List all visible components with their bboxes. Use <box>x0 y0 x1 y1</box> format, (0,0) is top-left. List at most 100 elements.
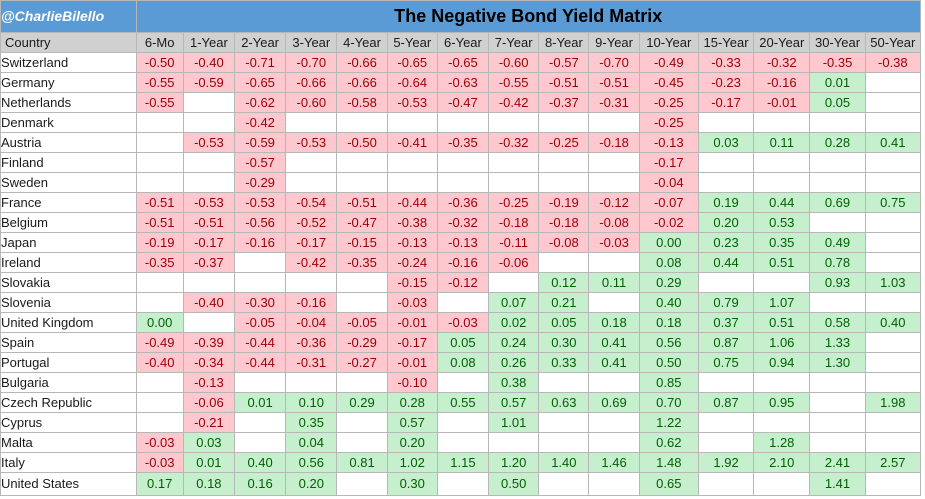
table-title: The Negative Bond Yield Matrix <box>135 0 922 33</box>
negative-yield-cell: -0.32 <box>753 52 811 73</box>
negative-yield-cell: -0.32 <box>436 212 490 233</box>
empty-cell <box>538 372 590 393</box>
empty-cell <box>436 432 490 453</box>
empty-cell <box>809 112 866 133</box>
empty-cell <box>538 152 590 173</box>
table-row: Slovakia -0.15 -0.12 0.12 0.11 0.29 0.93 1.03 <box>0 272 922 293</box>
column-header-20-year: 20-Year <box>753 32 811 53</box>
positive-yield-cell: 0.65 <box>638 472 699 496</box>
empty-cell <box>864 232 922 253</box>
empty-cell <box>697 152 755 173</box>
empty-cell <box>436 292 490 313</box>
negative-yield-cell: -0.17 <box>638 152 699 173</box>
empty-cell <box>809 172 866 193</box>
empty-cell <box>809 212 866 233</box>
column-header-15-year: 15-Year <box>697 32 755 53</box>
positive-yield-cell: 1.20 <box>488 452 540 473</box>
table-row: Sweden -0.29 -0.04 <box>0 172 922 193</box>
negative-yield-cell: -0.17 <box>285 232 338 253</box>
negative-yield-cell: -0.13 <box>638 132 699 153</box>
empty-cell <box>864 352 922 373</box>
positive-yield-cell: 0.44 <box>697 252 755 273</box>
empty-cell <box>233 412 287 433</box>
positive-yield-cell: 0.30 <box>538 332 590 353</box>
positive-yield-cell: 1.33 <box>809 332 866 353</box>
empty-cell <box>864 372 922 393</box>
country-label: United Kingdom <box>0 312 137 333</box>
negative-yield-cell: -0.03 <box>135 452 184 473</box>
empty-cell <box>488 432 540 453</box>
negative-yield-cell: -0.10 <box>386 372 438 393</box>
empty-cell <box>135 372 184 393</box>
table-row: United States 0.17 0.18 0.16 0.20 0.30 0.50 0.6… <box>0 472 922 496</box>
negative-yield-cell: -0.05 <box>336 312 388 333</box>
negative-yield-cell: -0.23 <box>697 72 755 93</box>
empty-cell <box>588 472 640 496</box>
negative-yield-cell: -0.21 <box>182 412 236 433</box>
negative-yield-cell: -0.18 <box>538 212 590 233</box>
empty-cell <box>753 172 811 193</box>
empty-cell <box>336 432 388 453</box>
empty-cell <box>588 372 640 393</box>
negative-yield-cell: -0.25 <box>638 112 699 133</box>
table-row: Slovenia -0.40 -0.30 -0.16 -0.03 0.07 0.21 0.40… <box>0 292 922 313</box>
negative-yield-cell: -0.55 <box>488 72 540 93</box>
table-row: Portugal -0.40 -0.34 -0.44 -0.31 -0.27 -0.01 0.… <box>0 352 922 373</box>
negative-yield-cell: -0.44 <box>233 352 287 373</box>
column-header-7-year: 7-Year <box>488 32 540 53</box>
negative-yield-cell: -0.24 <box>386 252 438 273</box>
empty-cell <box>285 172 338 193</box>
country-label: Austria <box>0 132 137 153</box>
positive-yield-cell: 0.21 <box>538 292 590 313</box>
positive-yield-cell: 0.69 <box>809 192 866 213</box>
empty-cell <box>488 112 540 133</box>
negative-yield-cell: -0.65 <box>436 52 490 73</box>
positive-yield-cell: 0.85 <box>638 372 699 393</box>
positive-yield-cell: 0.95 <box>753 392 811 413</box>
negative-yield-cell: -0.16 <box>436 252 490 273</box>
table-row: Finland -0.57 -0.17 <box>0 152 922 173</box>
empty-cell <box>864 412 922 433</box>
negative-yield-cell: -0.66 <box>285 72 338 93</box>
column-header-30-year: 30-Year <box>809 32 866 53</box>
country-label: Italy <box>0 452 137 473</box>
negative-yield-cell: -0.63 <box>436 72 490 93</box>
negative-yield-cell: -0.58 <box>336 92 388 113</box>
negative-yield-cell: -0.45 <box>638 72 699 93</box>
country-label: Portugal <box>0 352 137 373</box>
empty-cell <box>285 152 338 173</box>
title-row: @CharlieBilello The Negative Bond Yield … <box>0 0 922 33</box>
negative-yield-cell: -0.49 <box>638 52 699 73</box>
column-header-row: Country 6-Mo 1-Year 2-Year 3-Year 4-Year 5-Ye… <box>0 32 922 53</box>
positive-yield-cell: 1.06 <box>753 332 811 353</box>
positive-yield-cell: 0.93 <box>809 272 866 293</box>
empty-cell <box>336 292 388 313</box>
positive-yield-cell: 0.00 <box>638 232 699 253</box>
positive-yield-cell: 0.02 <box>488 312 540 333</box>
negative-yield-cell: -0.18 <box>588 132 640 153</box>
negative-yield-cell: -0.25 <box>488 192 540 213</box>
positive-yield-cell: 0.75 <box>697 352 755 373</box>
column-header-6-mo: 6-Mo <box>135 32 184 53</box>
empty-cell <box>182 112 236 133</box>
empty-cell <box>436 472 490 496</box>
negative-yield-cell: -0.35 <box>135 252 184 273</box>
positive-yield-cell: 0.33 <box>538 352 590 373</box>
empty-cell <box>436 112 490 133</box>
positive-yield-cell: 1.30 <box>809 352 866 373</box>
positive-yield-cell: 0.62 <box>638 432 699 453</box>
positive-yield-cell: 1.28 <box>753 432 811 453</box>
empty-cell <box>436 152 490 173</box>
positive-yield-cell: 0.50 <box>488 472 540 496</box>
negative-yield-cell: -0.31 <box>588 92 640 113</box>
empty-cell <box>864 432 922 453</box>
negative-yield-cell: -0.60 <box>488 52 540 73</box>
empty-cell <box>588 252 640 273</box>
country-label: Switzerland <box>0 52 137 73</box>
column-header-2-year: 2-Year <box>233 32 287 53</box>
negative-yield-cell: -0.25 <box>638 92 699 113</box>
positive-yield-cell: 0.51 <box>753 312 811 333</box>
empty-cell <box>864 112 922 133</box>
negative-yield-cell: -0.04 <box>285 312 338 333</box>
